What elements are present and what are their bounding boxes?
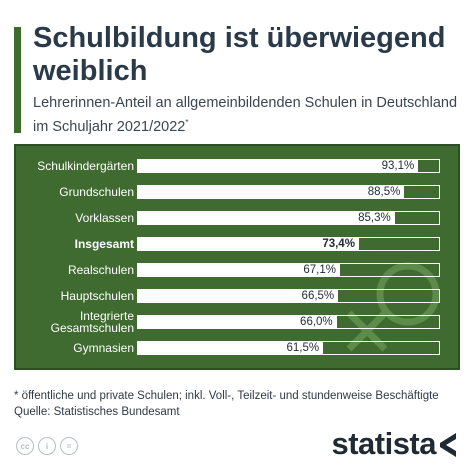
license-icons: cc i = bbox=[16, 437, 78, 457]
footnote: * öffentliche und private Schulen; inkl.… bbox=[14, 390, 439, 402]
source-note: Quelle: Statistisches Bundesamt bbox=[14, 406, 180, 418]
chart-title: Schulbildung ist überwiegend weiblich bbox=[33, 22, 446, 87]
category-label: Gymnasien bbox=[73, 341, 134, 355]
bar-track: 66,0% bbox=[137, 315, 440, 329]
brand-name: statista bbox=[331, 426, 436, 461]
category-label: Realschulen bbox=[67, 263, 134, 277]
chart-notes: * öffentliche und private Schulen; inkl.… bbox=[14, 388, 466, 420]
category-label: Integrierte Gesamtschulen bbox=[50, 309, 134, 335]
chart-board: Schulkindergärten 93,1% Grundschulen 88,5% V… bbox=[14, 144, 460, 370]
bar: 61,5% bbox=[138, 342, 324, 354]
bar-track: 85,3% bbox=[137, 211, 440, 225]
bar: 88,5% bbox=[138, 186, 405, 198]
bar-row: Hauptschulen 66,5% bbox=[16, 286, 462, 306]
chart-subtitle: Lehrerinnen-Anteil an allgemeinbildenden… bbox=[33, 94, 463, 137]
bar-track: 73,4% bbox=[137, 237, 440, 251]
value-label: 61,5% bbox=[286, 342, 320, 354]
bar-row: Gymnasien 61,5% bbox=[16, 338, 462, 358]
equals-icon: = bbox=[60, 437, 78, 455]
bar-track: 93,1% bbox=[137, 159, 440, 173]
bar-row: Integrierte Gesamtschulen 66,0% bbox=[16, 309, 462, 335]
bar: 67,1% bbox=[138, 264, 340, 276]
category-label: Hauptschulen bbox=[60, 289, 134, 303]
category-label: Grundschulen bbox=[59, 185, 134, 199]
subtitle-text: Lehrerinnen-Anteil an allgemeinbildenden… bbox=[33, 95, 458, 135]
by-icon: i bbox=[38, 437, 56, 455]
value-label: 66,0% bbox=[300, 316, 333, 328]
value-label: 73,4% bbox=[322, 238, 355, 250]
bar-row: Realschulen 67,1% bbox=[16, 260, 462, 280]
bar: 85,3% bbox=[138, 212, 395, 224]
category-label: Vorklassen bbox=[75, 211, 134, 225]
bar-track: 61,5% bbox=[137, 341, 440, 355]
bar: 66,0% bbox=[138, 316, 337, 328]
statista-logo: statista bbox=[331, 426, 460, 462]
bar-track: 88,5% bbox=[137, 185, 440, 199]
title-accent-bar bbox=[14, 27, 21, 133]
value-label: 88,5% bbox=[367, 186, 401, 198]
bar-track: 67,1% bbox=[137, 263, 440, 277]
cc-icon: cc bbox=[16, 437, 34, 455]
venus-symbol-icon bbox=[346, 262, 440, 352]
bar: 66,5% bbox=[138, 290, 339, 302]
subtitle-footnote-mark: * bbox=[185, 118, 189, 127]
bar-track: 66,5% bbox=[137, 289, 440, 303]
value-label: 93,1% bbox=[381, 160, 415, 172]
value-label: 85,3% bbox=[358, 212, 391, 224]
value-label: 66,5% bbox=[301, 290, 335, 302]
bar: 73,4% bbox=[138, 238, 359, 250]
bar-row: Grundschulen 88,5% bbox=[16, 182, 462, 202]
bar-row: Vorklassen 85,3% bbox=[16, 208, 462, 228]
value-label: 67,1% bbox=[303, 264, 336, 276]
category-label: Insgesamt bbox=[74, 237, 134, 251]
statista-mark-icon bbox=[440, 433, 456, 457]
bar-row: Schulkindergärten 93,1% bbox=[16, 156, 462, 176]
category-label: Schulkindergärten bbox=[37, 159, 134, 173]
bar-row: Insgesamt 73,4% bbox=[16, 234, 462, 254]
bar: 93,1% bbox=[138, 160, 419, 172]
